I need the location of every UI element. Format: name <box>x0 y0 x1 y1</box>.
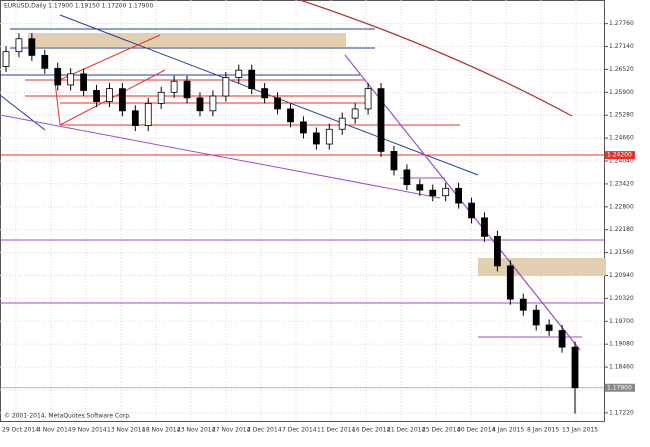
x-tick-label: 13 Nov 2014 <box>107 427 146 434</box>
price-marker-label: 1.24200 <box>607 152 632 159</box>
candle-body <box>468 202 475 219</box>
candle-body <box>157 91 165 104</box>
x-tick-label: 4 Nov 2014 <box>37 427 72 434</box>
y-tick-label: 1.25900 <box>609 89 634 96</box>
candle-body <box>300 121 307 134</box>
candle-body <box>429 189 437 197</box>
candle-body <box>261 88 269 99</box>
candle-body <box>481 217 488 237</box>
x-tick-label: 18 Nov 2014 <box>142 427 181 434</box>
plot-frame <box>0 0 605 422</box>
chart-title: EURUSD,Daily 1.17900 1.19150 1.17200 1.1… <box>4 3 153 10</box>
trend-line <box>0 94 46 131</box>
candle-body <box>248 69 256 90</box>
x-tick-label: 8 Jan 2015 <box>527 427 559 434</box>
y-tick-label: 1.27140 <box>609 43 634 50</box>
candle-body <box>41 54 49 69</box>
candle-body <box>287 108 294 123</box>
candle-body <box>571 346 579 389</box>
x-tick-label: 27 Nov 2014 <box>212 427 251 434</box>
y-tick-label: 1.24660 <box>609 135 634 142</box>
x-tick-label: 30 Dec 2014 <box>457 427 496 434</box>
grid <box>0 0 605 421</box>
channel-line <box>54 81 61 126</box>
x-tick-label: 23 Nov 2014 <box>177 427 216 434</box>
candle-body <box>209 95 217 112</box>
y-tick-label: 1.18460 <box>609 364 634 371</box>
x-tick-label: 11 Dec 2014 <box>317 427 356 434</box>
y-tick-label: 1.21560 <box>609 249 634 256</box>
y-tick-label: 1.19700 <box>609 318 634 325</box>
candle-body <box>170 80 178 93</box>
candle-body <box>312 132 320 145</box>
candle-body <box>235 69 243 78</box>
candle-body <box>2 51 10 67</box>
candle-body <box>106 88 113 102</box>
candle-body <box>28 38 36 56</box>
price-marker <box>605 151 635 160</box>
watermark: © 2001-2014, MetaQuotes Software Corp. <box>4 413 131 420</box>
candle-body <box>416 184 424 191</box>
candle-body <box>325 128 333 145</box>
candle-body <box>183 80 191 99</box>
trend-line <box>0 114 441 199</box>
candle-body <box>351 108 359 119</box>
x-tick-label: 9 Nov 2014 <box>72 427 107 434</box>
zone-box <box>28 33 346 47</box>
price-marker <box>605 383 635 392</box>
candle-body <box>390 151 398 171</box>
trend-line <box>59 14 479 176</box>
candle-body <box>196 97 204 112</box>
candle-body <box>377 88 385 152</box>
candle-body <box>80 73 87 91</box>
x-tick-label: 2 Dec 2014 <box>247 427 282 434</box>
candle-body <box>455 187 463 204</box>
candle-body <box>545 324 553 331</box>
candle-body <box>494 235 501 267</box>
x-tick-label: 7 Dec 2014 <box>282 427 317 434</box>
candle-body <box>519 298 527 311</box>
candle-body <box>144 103 152 126</box>
candle-body <box>67 73 75 86</box>
y-tick-label: 1.25280 <box>609 112 634 119</box>
candle-body <box>222 77 230 97</box>
candle-body <box>442 187 450 197</box>
x-tick-label: 29 Oct 2014 <box>2 427 39 434</box>
candle-body <box>93 90 100 102</box>
x-tick-label: 13 Jan 2015 <box>562 427 598 434</box>
candle-body <box>118 88 126 112</box>
x-tick-label: 25 Dec 2014 <box>422 427 461 434</box>
x-tick-label: 4 Jan 2015 <box>492 427 524 434</box>
candle-body <box>364 88 372 110</box>
y-tick-label: 1.17220 <box>609 409 634 416</box>
y-tick-label: 1.24040 <box>609 158 634 165</box>
x-tick-label: 21 Dec 2014 <box>387 427 426 434</box>
y-tick-label: 1.22800 <box>609 203 634 210</box>
y-tick-label: 1.19080 <box>609 341 634 348</box>
y-tick-label: 1.23420 <box>609 180 634 187</box>
y-tick-label: 1.27760 <box>609 20 634 27</box>
candle-body <box>403 169 411 186</box>
y-tick-label: 1.20940 <box>609 272 634 279</box>
y-tick-label: 1.20320 <box>609 295 634 302</box>
candle-body <box>506 265 514 300</box>
candle-body <box>54 67 62 86</box>
x-tick-label: 16 Dec 2014 <box>352 427 391 434</box>
y-tick-label: 1.22180 <box>609 226 634 233</box>
price-marker-label: 1.17900 <box>607 384 632 391</box>
trend-line <box>299 0 573 117</box>
y-tick-label: 1.26520 <box>609 66 634 73</box>
candle-body <box>15 38 23 53</box>
candle-body <box>532 309 540 326</box>
candle-body <box>558 330 566 348</box>
candle-body <box>131 110 139 126</box>
candle-body <box>338 117 346 130</box>
candle-body <box>274 97 281 110</box>
